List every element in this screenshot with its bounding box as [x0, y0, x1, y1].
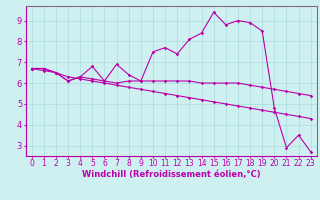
X-axis label: Windchill (Refroidissement éolien,°C): Windchill (Refroidissement éolien,°C)	[82, 170, 260, 179]
